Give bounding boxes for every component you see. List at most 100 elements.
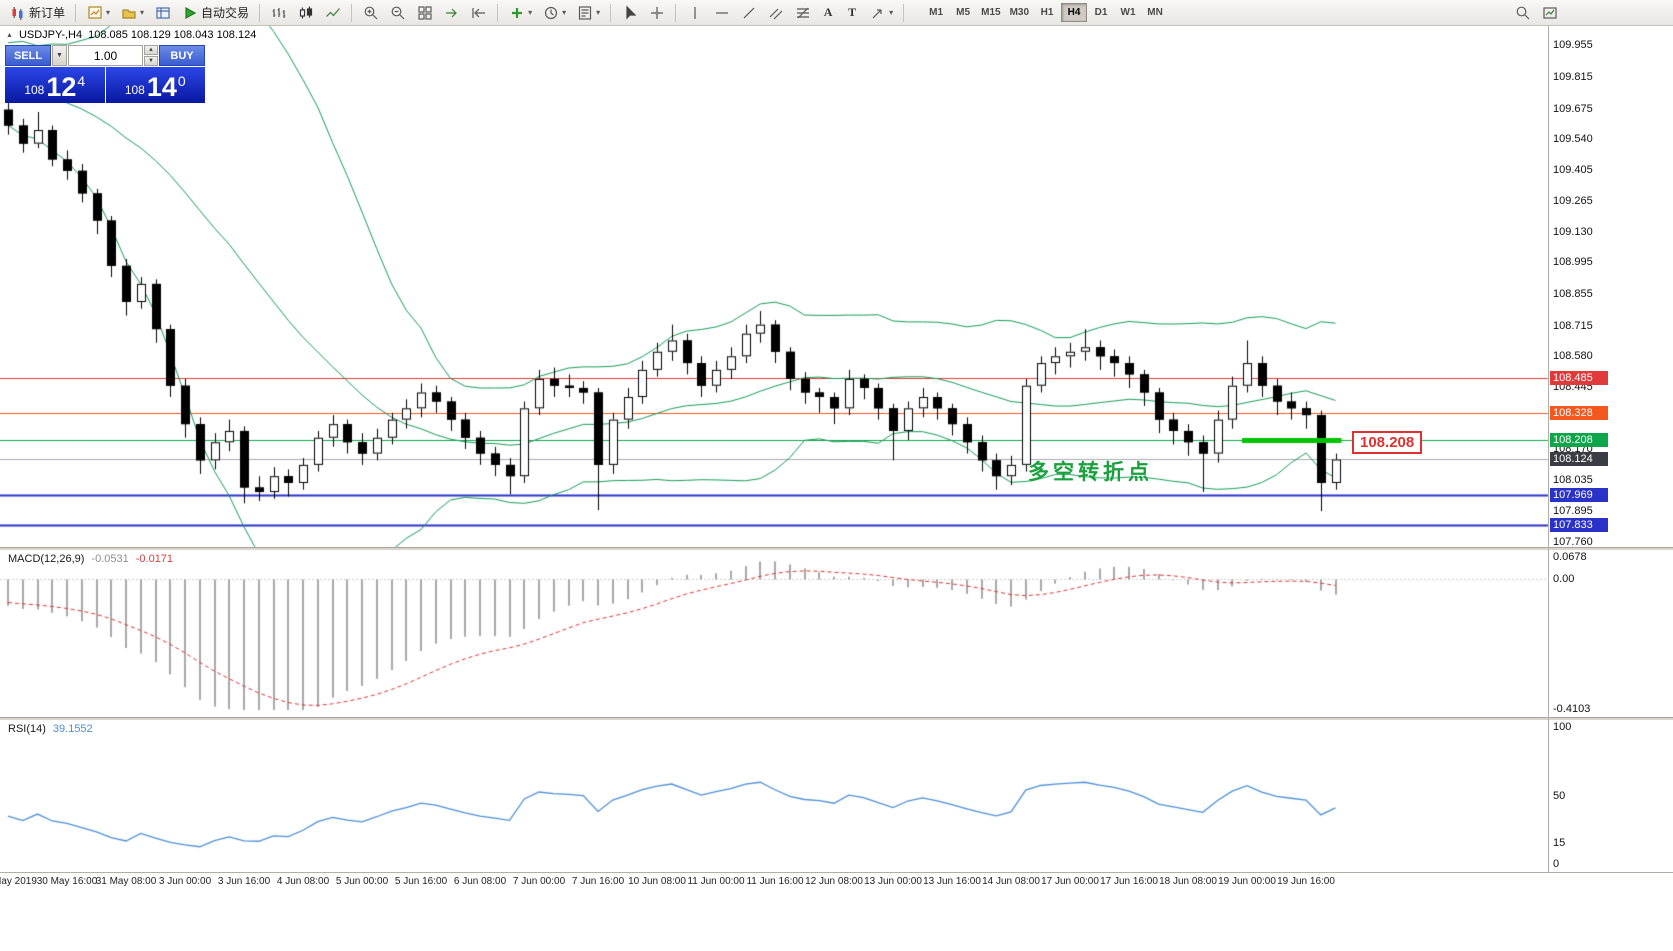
crosshair-button[interactable] <box>644 2 669 24</box>
horizontal-line-tool-button[interactable] <box>709 2 734 24</box>
volume-input[interactable] <box>68 45 143 66</box>
vertical-line-icon <box>686 4 703 21</box>
search-button[interactable] <box>1510 2 1535 24</box>
axis-tick-label: 108.715 <box>1553 319 1593 332</box>
toolbar-separator <box>675 3 677 22</box>
panel-divider-macd[interactable] <box>0 547 1673 551</box>
toolbar-separator <box>610 3 612 22</box>
axis-tick-label: 108.035 <box>1553 473 1593 486</box>
axis-tick-label: 109.675 <box>1553 102 1593 115</box>
zoom-in-button[interactable] <box>358 2 383 24</box>
profiles-button[interactable]: ▾ <box>116 2 148 24</box>
toolbar-right-group <box>1509 2 1563 24</box>
timeframe-m1-button[interactable]: M1 <box>923 3 949 22</box>
price-line-label: 108.328 <box>1550 406 1608 421</box>
time-axis-label: 14 Jun 08:00 <box>982 876 1040 887</box>
bar-chart-button[interactable] <box>266 2 291 24</box>
chart-shift-button[interactable] <box>466 2 491 24</box>
macd-header: MACD(12,26,9) -0.0531 -0.0171 <box>8 553 173 565</box>
volume-increase-button[interactable]: ▲ <box>144 45 158 55</box>
autotrading-play-icon <box>181 4 198 21</box>
time-axis-label: 11 Jun 00:00 <box>687 876 745 887</box>
timeframe-m5-button[interactable]: M5 <box>950 3 976 22</box>
timeframe-w1-button[interactable]: W1 <box>1115 3 1141 22</box>
arrows-tool-button[interactable]: ▾ <box>865 2 897 24</box>
price-line-label: 107.833 <box>1550 518 1608 533</box>
template-icon <box>576 4 593 21</box>
toolbar-separator <box>351 3 353 22</box>
price-scale-border <box>1548 26 1549 872</box>
label-tool-button[interactable]: T <box>841 2 863 24</box>
time-axis-label: 3 Jun 00:00 <box>158 876 212 887</box>
fibonacci-icon <box>794 4 811 21</box>
timeframe-group: M1 M5 M15 M30 H1 H4 D1 W1 MN <box>923 3 1168 22</box>
vertical-line-tool-button[interactable] <box>682 2 707 24</box>
volume-dropdown-button[interactable]: ▼ <box>52 45 67 66</box>
market-watch-button[interactable] <box>150 2 175 24</box>
timeframe-h4-button[interactable]: H4 <box>1061 3 1088 22</box>
clock-icon <box>542 4 559 21</box>
new-order-button[interactable]: 新订单 <box>5 2 69 24</box>
price-scale-column[interactable]: 109.955 109.815 109.675 109.540 109.405 109.2… <box>1549 26 1673 872</box>
sell-price-figure: 108 <box>24 83 45 97</box>
axis-tick-label: 109.265 <box>1553 195 1593 208</box>
time-axis-label: 5 Jun 00:00 <box>335 876 389 887</box>
indicators-button[interactable]: ▾ <box>504 2 536 24</box>
channel-tool-button[interactable] <box>763 2 788 24</box>
line-chart-button[interactable] <box>320 2 345 24</box>
axis-tick-label: 108.580 <box>1553 350 1593 363</box>
autotrading-button[interactable]: 自动交易 <box>177 2 253 24</box>
cursor-button[interactable] <box>617 2 642 24</box>
fibonacci-tool-button[interactable] <box>790 2 815 24</box>
buy-price-point: 0 <box>177 73 186 89</box>
timeframe-d1-button[interactable]: D1 <box>1088 3 1114 22</box>
toolbar-separator <box>497 3 499 22</box>
timeframe-m30-button[interactable]: M30 <box>1006 3 1033 22</box>
equidistant-channel-icon <box>767 4 784 21</box>
market-watch-icon <box>154 4 171 21</box>
toolbar-separator <box>903 3 905 22</box>
time-axis-label: 30 May 16:00 <box>36 876 98 887</box>
trendline-tool-button[interactable] <box>736 2 761 24</box>
sell-price-button[interactable]: 108 12 4 <box>5 67 105 103</box>
symbol-period-label: USDJPY-,H4 <box>18 29 83 41</box>
volume-decrease-button[interactable]: ▼ <box>144 56 158 66</box>
chart-window-icon <box>1541 4 1558 21</box>
templates-button[interactable]: ▾ <box>572 2 604 24</box>
trendline-icon <box>740 4 757 21</box>
time-axis-label: 7 Jun 00:00 <box>512 876 566 887</box>
timeframe-mn-button[interactable]: MN <box>1142 3 1168 22</box>
sell-button[interactable]: SELL <box>5 45 51 66</box>
buy-price-button[interactable]: 108 14 0 <box>105 67 205 103</box>
tile-windows-button[interactable] <box>412 2 437 24</box>
auto-scroll-button[interactable] <box>439 2 464 24</box>
zoom-out-button[interactable] <box>385 2 410 24</box>
one-click-toggle-icon[interactable]: ▲ <box>6 31 13 39</box>
chart-window-button[interactable] <box>1537 2 1562 24</box>
timeframe-m15-button[interactable]: M15 <box>977 3 1004 22</box>
time-axis-label: 6 Jun 08:00 <box>453 876 507 887</box>
axis-tick-label: 50 <box>1553 789 1566 802</box>
axis-tick-label: 107.760 <box>1553 535 1593 548</box>
time-axis-label: 19 Jun 00:00 <box>1218 876 1276 887</box>
periods-button[interactable]: ▾ <box>538 2 570 24</box>
text-tool-icon: A <box>823 5 833 19</box>
axis-tick-label: 0.0678 <box>1553 551 1587 563</box>
candlestick-chart-button[interactable] <box>293 2 318 24</box>
toolbar-separator <box>259 3 261 22</box>
crosshair-icon <box>648 4 665 21</box>
search-icon <box>1514 4 1531 21</box>
chevron-down-icon: ▾ <box>528 7 533 17</box>
buy-button[interactable]: BUY <box>159 45 205 66</box>
label-tool-icon: T <box>848 5 857 19</box>
text-tool-button[interactable]: A <box>817 2 839 24</box>
axis-tick-label: 108.995 <box>1553 256 1593 269</box>
panel-divider-rsi[interactable] <box>0 717 1673 721</box>
zoom-out-icon <box>389 4 406 21</box>
new-chart-button[interactable]: ▾ <box>82 2 114 24</box>
timeframe-h1-button[interactable]: H1 <box>1034 3 1060 22</box>
chevron-down-icon: ▾ <box>596 7 601 17</box>
